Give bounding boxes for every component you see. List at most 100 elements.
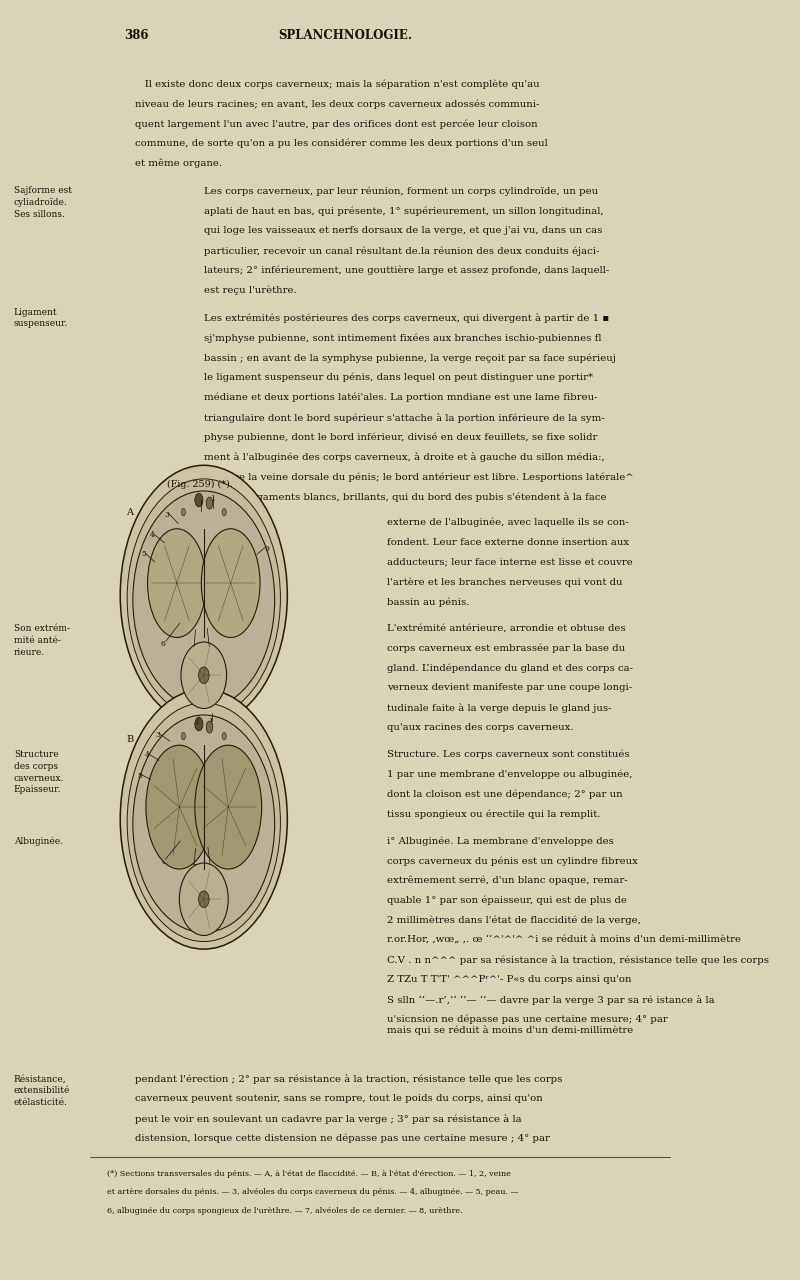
Text: 6: 6 <box>162 858 167 865</box>
Text: physe pubienne, dont le bord inférieur, divisé en deux feuillets, se fixe solidr: physe pubienne, dont le bord inférieur, … <box>204 433 597 442</box>
Ellipse shape <box>120 690 287 948</box>
Circle shape <box>206 721 213 733</box>
Text: quent largement l'un avec l'autre, par des orifices dont est percée leur cloison: quent largement l'un avec l'autre, par d… <box>134 119 538 128</box>
Ellipse shape <box>181 643 226 709</box>
Text: dont la cloison est une dépendance; 2° par un: dont la cloison est une dépendance; 2° p… <box>387 790 622 799</box>
Text: sont des ligaments blancs, brillants, qui du bord des pubis s'étendent à la face: sont des ligaments blancs, brillants, qu… <box>204 492 606 502</box>
Text: fondent. Leur face externe donne insertion aux: fondent. Leur face externe donne inserti… <box>387 538 629 547</box>
Text: S slln ‘’—.r’,’‘ ‘’— ‘’— davre par la verge 3 par sa ré istance à la: S slln ‘’—.r’,’‘ ‘’— ‘’— davre par la ve… <box>387 995 714 1005</box>
Text: 7: 7 <box>191 863 196 870</box>
Circle shape <box>206 497 213 509</box>
Text: Son extrém-
mité anté-
rieure.: Son extrém- mité anté- rieure. <box>14 623 70 657</box>
Circle shape <box>222 732 226 740</box>
Text: commune, de sorte qu'on a pu les considérer comme les deux portions d'un seul: commune, de sorte qu'on a pu les considé… <box>134 140 547 148</box>
Text: B: B <box>126 735 134 744</box>
Ellipse shape <box>127 479 281 718</box>
Circle shape <box>222 508 226 516</box>
Text: médiane et deux portions latéi'ales. La portion mndiane est une lame fibreu-: médiane et deux portions latéi'ales. La … <box>204 393 598 402</box>
Text: tudinale faite à la verge depuis le gland jus-: tudinale faite à la verge depuis le glan… <box>387 703 611 713</box>
Text: le ligament suspenseur du pénis, dans lequel on peut distinguer une portir*: le ligament suspenseur du pénis, dans le… <box>204 372 593 383</box>
Text: 5: 5 <box>137 772 142 780</box>
Text: (Fig. 259) (*).: (Fig. 259) (*). <box>167 480 233 489</box>
Ellipse shape <box>195 745 262 869</box>
Text: quable 1° par son épaisseur, qui est de plus de: quable 1° par son épaisseur, qui est de … <box>387 896 626 905</box>
Text: lateurs; 2° inférieurement, une gouttière large et assez profonde, dans laquell-: lateurs; 2° inférieurement, une gouttièr… <box>204 266 609 275</box>
Ellipse shape <box>202 529 260 637</box>
Text: et artère dorsales du pénis. — 3, alvéoles du corps caverneux du pénis. — 4, alb: et artère dorsales du pénis. — 3, alvéol… <box>107 1188 518 1197</box>
Text: 2: 2 <box>193 722 198 730</box>
Text: niveau de leurs racines; en avant, les deux corps caverneux adossés communi-: niveau de leurs racines; en avant, les d… <box>134 100 539 109</box>
Text: 3: 3 <box>155 731 160 739</box>
Text: u'sicnsion ne dépasse pas une certaine mesure; 4° par: u'sicnsion ne dépasse pas une certaine m… <box>387 1015 667 1024</box>
Text: tissu spongieux ou érectile qui la remplit.: tissu spongieux ou érectile qui la rempl… <box>387 809 600 819</box>
Text: r.or.Hor, ,wœ„ ,. œ ‘’^'^'^ ^i se réduit à moins d'un demi-millimètre: r.or.Hor, ,wœ„ ,. œ ‘’^'^'^ ^i se réduit… <box>387 936 741 945</box>
Text: corps caverneux du pénis est un cylindre fibreux: corps caverneux du pénis est un cylindre… <box>387 856 638 865</box>
Text: Il existe donc deux corps caverneux; mais la séparation n'est complète qu'au: Il existe donc deux corps caverneux; mai… <box>134 79 539 88</box>
Text: A: A <box>126 508 134 517</box>
Text: et même organe.: et même organe. <box>134 159 222 168</box>
Text: Structure. Les corps caverneux sont constitués: Structure. Les corps caverneux sont cons… <box>387 750 630 759</box>
Ellipse shape <box>198 891 209 908</box>
Text: 6: 6 <box>161 640 166 648</box>
Text: externe de l'albuginée, avec laquelle ils se con-: externe de l'albuginée, avec laquelle il… <box>387 518 629 527</box>
Circle shape <box>182 508 186 516</box>
Ellipse shape <box>133 492 274 709</box>
Text: pendant l'érection ; 2° par sa résistance à la traction, résistance telle que le: pendant l'érection ; 2° par sa résistanc… <box>134 1074 562 1084</box>
Text: qu'aux racines des corps caverneux.: qu'aux racines des corps caverneux. <box>387 723 574 732</box>
Ellipse shape <box>195 717 203 731</box>
Ellipse shape <box>133 716 274 932</box>
Text: Les extrémités postérieures des corps caverneux, qui divergent à partir de 1 ▪: Les extrémités postérieures des corps ca… <box>204 314 609 324</box>
Text: (*) Sections transversales du pénis. — A, à l'état de flaccidité. — B, à l'état : (*) Sections transversales du pénis. — A… <box>107 1170 511 1178</box>
Text: 4: 4 <box>145 751 150 759</box>
Text: peut le voir en soulevant un cadavre par la verge ; 3° par sa résistance à la: peut le voir en soulevant un cadavre par… <box>134 1114 522 1124</box>
Text: 1 par une membrane d'enveloppe ou albuginée,: 1 par une membrane d'enveloppe ou albugi… <box>387 769 632 780</box>
Text: 8: 8 <box>207 863 212 870</box>
Text: bassin ; en avant de la symphyse pubienne, la verge reçoit par sa face supérieuj: bassin ; en avant de la symphyse pubienn… <box>204 353 616 362</box>
Text: 4: 4 <box>150 531 154 539</box>
Text: Les corps caverneux, par leur réunion, forment un corps cylindroïde, un peu: Les corps caverneux, par leur réunion, f… <box>204 187 598 196</box>
Text: particulier, recevoir un canal résultant de.la réunion des deux conduits éjaci-: particulier, recevoir un canal résultant… <box>204 246 599 256</box>
Text: 9: 9 <box>264 545 269 553</box>
Text: C.V . n n^^^ par sa résistance à la traction, résistance telle que les corps: C.V . n n^^^ par sa résistance à la trac… <box>387 955 769 965</box>
Ellipse shape <box>195 493 203 507</box>
Text: SPLANCHNOLOGIE.: SPLANCHNOLOGIE. <box>278 29 413 42</box>
Text: 7: 7 <box>191 645 196 653</box>
Text: aplati de haut en bas, qui présente, 1° supérieurement, un sillon longitudinal,: aplati de haut en bas, qui présente, 1° … <box>204 206 603 216</box>
Text: mais qui se réduit à moins d'un demi-millimètre: mais qui se réduit à moins d'un demi-mil… <box>387 1025 633 1034</box>
Text: Structure
des corps
caverneux.
Epaisseur.: Structure des corps caverneux. Epaisseur… <box>14 750 64 795</box>
Text: distension, lorsque cette distension ne dépasse pas une certaine mesure ; 4° par: distension, lorsque cette distension ne … <box>134 1134 550 1143</box>
Ellipse shape <box>127 703 281 942</box>
Text: 2 millimètres dans l'état de flaccidité de la verge,: 2 millimètres dans l'état de flaccidité … <box>387 915 641 925</box>
Text: est reçu l'urèthre.: est reçu l'urèthre. <box>204 285 297 296</box>
Text: caverneux peuvent soutenir, sans se rompre, tout le poids du corps, ainsi qu'on: caverneux peuvent soutenir, sans se romp… <box>134 1094 542 1103</box>
Text: l'artère et les branches nerveuses qui vont du: l'artère et les branches nerveuses qui v… <box>387 577 622 586</box>
Text: 6, albuginée du corps spongieux de l'urèthre. — 7, alvéoles de ce dernier. — 8, : 6, albuginée du corps spongieux de l'urè… <box>107 1207 462 1215</box>
Text: 386: 386 <box>124 29 149 42</box>
Text: Sajforme est
cyliadroïde.
Ses sillons.: Sajforme est cyliadroïde. Ses sillons. <box>14 187 72 219</box>
Text: qui loge la veine dorsale du pénis; le bord antérieur est libre. Lesportions lat: qui loge la veine dorsale du pénis; le b… <box>204 472 634 481</box>
Text: gland. L’indépendance du gland et des corps ca-: gland. L’indépendance du gland et des co… <box>387 663 633 673</box>
Text: triangulaire dont le bord supérieur s'attache à la portion inférieure de la sym-: triangulaire dont le bord supérieur s'at… <box>204 412 605 422</box>
Text: 3: 3 <box>165 511 170 518</box>
Text: sj'mphyse pubienne, sont intimement fixées aux branches ischio-pubiennes fl: sj'mphyse pubienne, sont intimement fixé… <box>204 333 602 343</box>
Text: 1: 1 <box>210 495 215 503</box>
Text: 5: 5 <box>142 550 146 558</box>
Text: Résistance,
extensibilité
etélasticité.: Résistance, extensibilité etélasticité. <box>14 1074 70 1107</box>
Text: extrêmement serré, d'un blanc opaque, remar-: extrêmement serré, d'un blanc opaque, re… <box>387 876 627 886</box>
Text: 1: 1 <box>208 718 213 726</box>
Text: corps caverneux est embrassée par la base du: corps caverneux est embrassée par la bas… <box>387 644 625 653</box>
Ellipse shape <box>146 745 213 869</box>
Text: 2: 2 <box>198 498 202 506</box>
Text: adducteurs; leur face interne est lisse et couvre: adducteurs; leur face interne est lisse … <box>387 558 633 567</box>
Ellipse shape <box>179 863 228 936</box>
Circle shape <box>182 732 186 740</box>
Text: qui loge les vaisseaux et nerfs dorsaux de la verge, et que j'ai vu, dans un cas: qui loge les vaisseaux et nerfs dorsaux … <box>204 227 602 236</box>
Text: verneux devient manifeste par une coupe longi-: verneux devient manifeste par une coupe … <box>387 684 632 692</box>
Text: ment à l'albuginée des corps caverneux, à droite et à gauche du sillon média:,: ment à l'albuginée des corps caverneux, … <box>204 452 605 462</box>
Text: Albuginée.: Albuginée. <box>14 836 63 846</box>
Text: 8: 8 <box>206 645 211 653</box>
Ellipse shape <box>147 529 206 637</box>
Ellipse shape <box>120 466 287 724</box>
Text: i° Albuginée. La membrane d'enveloppe des: i° Albuginée. La membrane d'enveloppe de… <box>387 836 614 846</box>
Text: Ligament
suspenseur.: Ligament suspenseur. <box>14 307 68 328</box>
